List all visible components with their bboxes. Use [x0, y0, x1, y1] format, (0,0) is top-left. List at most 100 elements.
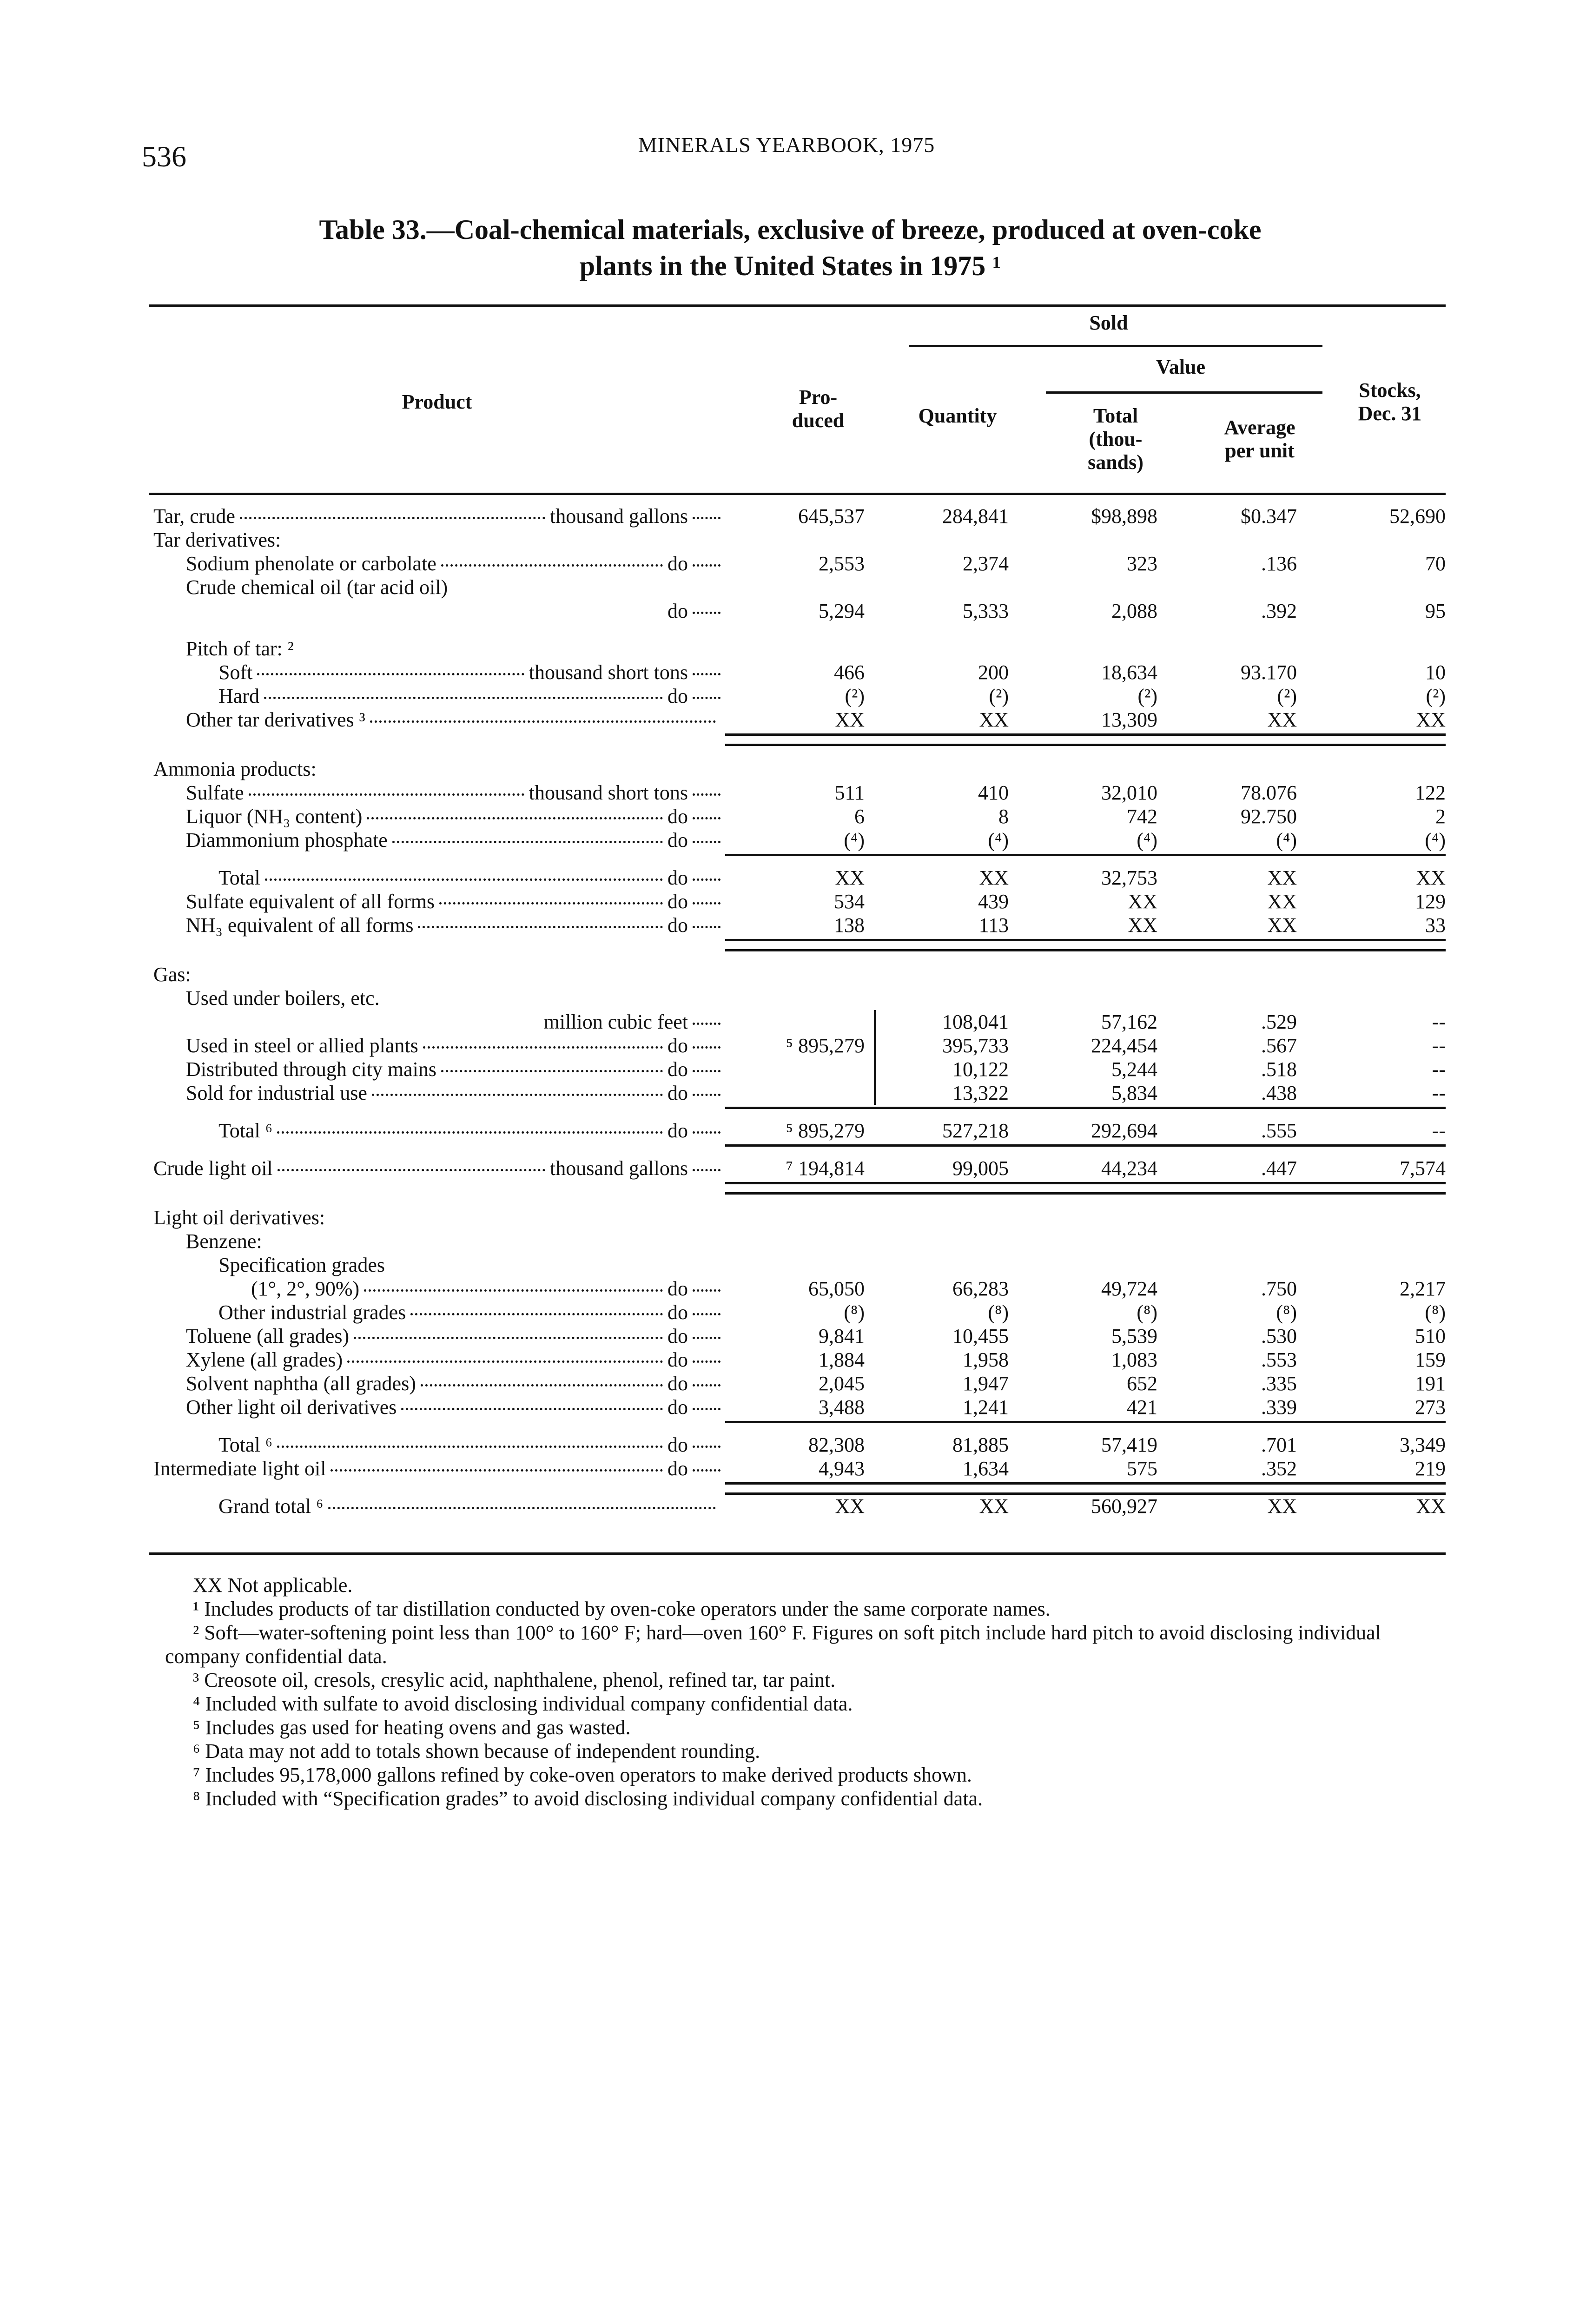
cell-stocks: [1306, 757, 1446, 781]
cell-value-total: [1018, 637, 1167, 660]
cell-stocks: 10: [1425, 661, 1446, 684]
cell-value-average: [1167, 1229, 1306, 1253]
cell-value-total: 5,834: [1111, 1082, 1157, 1104]
cell-quantity: 108,041: [874, 1010, 1018, 1034]
cell-produced: [725, 1229, 874, 1253]
footnotes: XX Not applicable. ¹ Includes products of…: [165, 1573, 1448, 1810]
row-label-text: Sulfate: [186, 781, 244, 804]
cell-produced: [725, 1253, 874, 1277]
cell-value-average: XX: [1267, 866, 1297, 889]
cell-produced: XX: [835, 708, 865, 731]
row-spacer: [149, 1105, 1446, 1119]
table-row: Sold for industrial use do 13,322 5,834 .438…: [149, 1081, 1446, 1105]
row-label: Other light oil derivatives do: [149, 1395, 725, 1419]
cell-produced: [725, 986, 874, 1010]
cell-value-average: .136: [1261, 552, 1297, 575]
cell-quantity: 1,947: [963, 1372, 1009, 1395]
row-label-text: Gas:: [153, 963, 191, 986]
cell-stocks: (⁴): [1425, 829, 1446, 852]
cell-quantity: 395,733: [874, 1034, 1018, 1057]
row-unit: do: [668, 1396, 688, 1419]
row-unit: thousand gallons: [550, 1157, 688, 1180]
cell-produced: [725, 1081, 874, 1105]
page-number: 536: [142, 140, 186, 173]
leader-dots: [441, 564, 663, 567]
leader-dots: [693, 517, 720, 519]
cell-quantity: 113: [978, 914, 1009, 937]
row-unit: do: [668, 1058, 688, 1081]
cell-value-total: 57,419: [1101, 1433, 1157, 1456]
cell-produced: (⁸): [844, 1301, 865, 1324]
row-label: Diammonium phosphate do: [149, 828, 725, 852]
leader-dots: [392, 841, 663, 843]
cell-quantity: 527,218: [942, 1119, 1009, 1142]
cell-value-average: [1167, 637, 1306, 660]
row-label-text: Intermediate light oil: [153, 1457, 326, 1480]
row-unit: do: [668, 1348, 688, 1371]
row-label: Intermediate light oil do: [149, 1457, 725, 1480]
cell-value-average: XX: [1267, 914, 1297, 937]
cell-stocks: 3,349: [1400, 1433, 1446, 1456]
cell-value-total: 32,753: [1101, 866, 1157, 889]
row-unit: do: [668, 1372, 688, 1395]
leader-dots: [693, 1337, 720, 1339]
table-row: Benzene:: [149, 1229, 1446, 1253]
cell-stocks: 191: [1415, 1372, 1446, 1395]
row-label-text: Crude chemical oil (tar acid oil): [186, 576, 448, 599]
cell-value-average: .530: [1261, 1325, 1297, 1347]
header-produced: Pro- duced: [792, 386, 845, 432]
cell-value-average: (²): [1277, 685, 1297, 707]
cell-value-total: 2,088: [1111, 600, 1157, 622]
row-label: Pitch of tar: ²: [149, 637, 725, 660]
leader-dots: [693, 793, 720, 796]
table-row: Light oil derivatives:: [149, 1206, 1446, 1229]
leader-dots: [370, 720, 716, 723]
leader-dots: [277, 1446, 663, 1448]
leader-dots: [693, 1070, 720, 1072]
cell-produced: 4,943: [819, 1457, 865, 1480]
cell-stocks: [1306, 575, 1446, 599]
cell-produced: [725, 963, 874, 986]
leader-dots: [354, 1337, 663, 1339]
table-title-line-2: plants in the United States in 1975 ¹: [579, 251, 1001, 281]
table-row: Other light oil derivatives do 3,488 1,241 4…: [149, 1395, 1446, 1419]
footnote-5: ⁵ Includes gas used for heating ovens an…: [193, 1716, 631, 1739]
cell-produced: (⁴): [844, 829, 865, 852]
header-total-thousands: Total (thou- sands): [1088, 404, 1143, 474]
leader-dots: [693, 926, 720, 928]
cell-produced: 3,488: [819, 1396, 865, 1419]
leader-dots: [693, 1384, 720, 1386]
table-row: Hard do (²) (²) (²) (²) (²): [149, 684, 1446, 708]
row-label: Solvent naphtha (all grades) do: [149, 1372, 725, 1395]
cell-value-average: [1167, 1206, 1306, 1229]
table-row: Pitch of tar: ²: [149, 637, 1446, 660]
cell-value-total: 5,244: [1111, 1058, 1157, 1081]
row-label: Ammonia products:: [149, 757, 725, 781]
cell-produced: (²): [845, 685, 865, 707]
cell-produced: 466: [834, 661, 865, 684]
cell-stocks: [1306, 963, 1446, 986]
row-label-text: Total: [218, 866, 260, 889]
row-label-text: Distributed through city mains: [186, 1058, 436, 1081]
cell-value-average: [1167, 575, 1306, 599]
cell-value-average: [1167, 757, 1306, 781]
cell-quantity: [874, 1206, 1018, 1229]
header-quantity: Quantity: [918, 404, 997, 427]
footnote-6: ⁶ Data may not add to totals shown becau…: [193, 1740, 760, 1763]
cell-value-average: .701: [1261, 1433, 1297, 1456]
cell-value-total: XX: [1128, 914, 1157, 937]
cell-stocks: 122: [1415, 781, 1446, 804]
cell-produced: 65,050: [808, 1277, 865, 1300]
cell-value-average: .339: [1261, 1396, 1297, 1419]
cell-value-total: $98,898: [1091, 505, 1157, 528]
cell-produced: 511: [834, 781, 865, 804]
row-label-text: Sodium phenolate or carbolate: [186, 552, 436, 575]
sold-rule: [909, 345, 1322, 347]
row-label-text: Toluene (all grades): [186, 1325, 350, 1347]
cell-quantity: 99,005: [952, 1157, 1009, 1180]
cell-quantity: 2,374: [963, 552, 1009, 575]
leader-dots: [693, 1469, 720, 1472]
leader-dots: [277, 1131, 663, 1134]
table-row: Total ⁶ do ⁵ 895,279 527,218 292,694 .555 --: [149, 1119, 1446, 1142]
table-row: Ammonia products:: [149, 757, 1446, 781]
